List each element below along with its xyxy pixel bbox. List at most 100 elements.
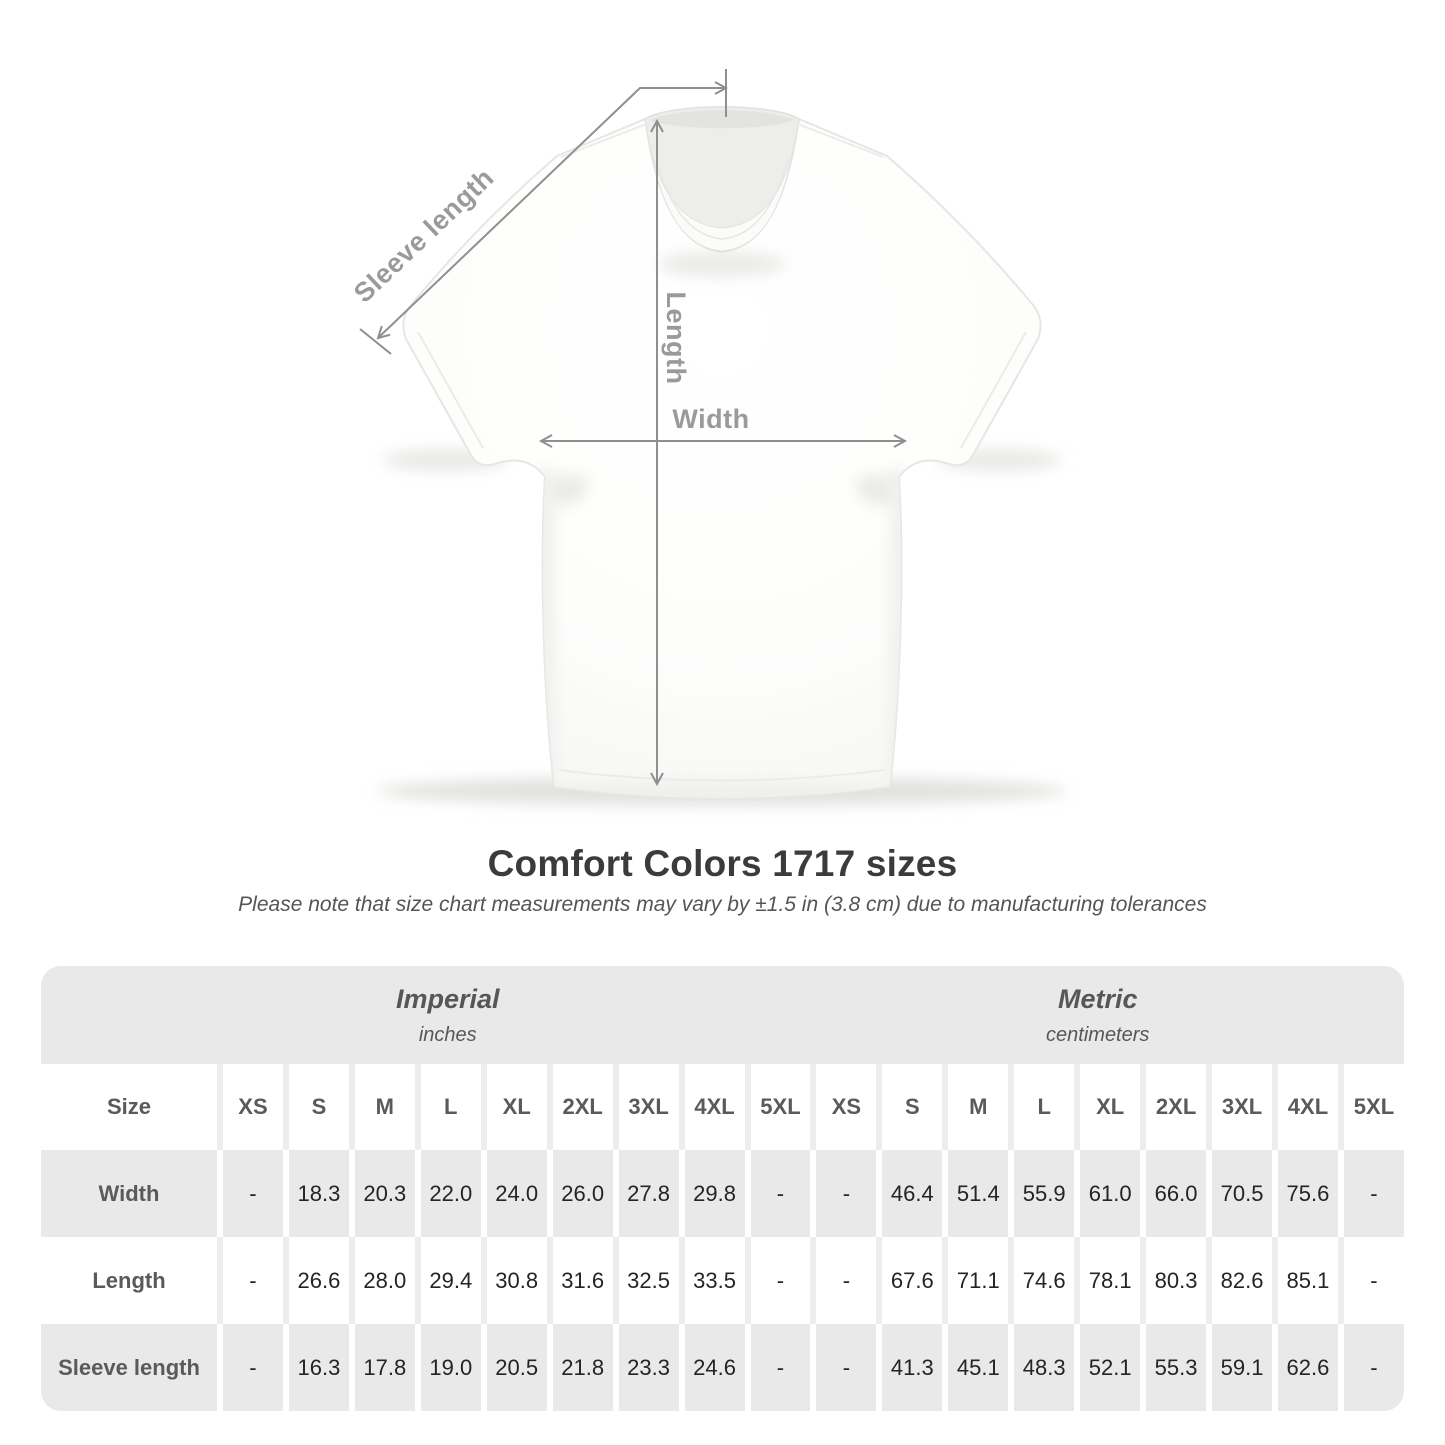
value-cell: 45.1 [942,1324,1009,1411]
size-cell: 4XL [678,1064,745,1150]
size-cell: XL [480,1064,547,1150]
value-cell: 23.3 [612,1324,679,1411]
value-cell: 16.3 [282,1324,349,1411]
size-table: Imperial inches Metric centimeters Size … [41,966,1404,1411]
size-cell: XL [1074,1064,1141,1150]
value-cell: 66.0 [1140,1150,1207,1237]
value-cell: - [1337,1237,1404,1324]
length-label: Length [661,292,691,385]
value-cell: 46.4 [876,1150,943,1237]
value-cell: 24.6 [678,1324,745,1411]
value-cell: 22.0 [414,1150,481,1237]
value-cell: - [744,1237,811,1324]
value-cell: - [217,1150,283,1237]
value-cell: 41.3 [876,1324,943,1411]
unit-header-row: Imperial inches Metric centimeters [41,966,1404,1064]
imperial-unit: inches [418,1023,477,1046]
size-cell: S [876,1064,943,1150]
table-row-width: Width - 18.3 20.3 22.0 24.0 26.0 27.8 29… [41,1150,1404,1237]
size-cell: S [282,1064,349,1150]
size-cell: 4XL [1272,1064,1338,1150]
value-cell: 51.4 [942,1150,1009,1237]
value-cell: - [810,1150,877,1237]
size-cell: L [1008,1064,1075,1150]
value-cell: - [810,1324,877,1411]
size-cell: 5XL [744,1064,811,1150]
value-cell: 55.3 [1140,1324,1207,1411]
page-subtitle: Please note that size chart measurements… [238,893,1207,916]
measurement-lines [359,69,908,787]
size-cell: 2XL [546,1064,613,1150]
tshirt-measurement-diagram: Sleeve length Length Width [348,69,1067,806]
value-cell: 85.1 [1272,1237,1338,1324]
size-column-header: Size [41,1064,217,1150]
value-cell: 26.6 [282,1237,349,1324]
row-label: Width [41,1150,217,1237]
sleeve-length-line [376,81,729,340]
row-label: Length [41,1237,217,1324]
value-cell: 17.8 [348,1324,415,1411]
sleeve-end-tick [359,328,392,355]
tshirt-graphic [402,106,1042,799]
value-cell: 31.6 [546,1237,613,1324]
value-cell: 70.5 [1206,1150,1272,1237]
value-cell: 78.1 [1074,1237,1141,1324]
value-cell: 21.8 [546,1324,613,1411]
value-cell: 20.5 [480,1324,547,1411]
size-cell: M [348,1064,415,1150]
value-cell: 59.1 [1206,1324,1272,1411]
value-cell: 27.8 [612,1150,679,1237]
size-cell: XS [217,1064,283,1150]
size-table-container: Imperial inches Metric centimeters Size … [41,966,1404,1411]
value-cell: 67.6 [876,1237,943,1324]
row-label: Sleeve length [41,1324,217,1411]
value-cell: 52.1 [1074,1324,1141,1411]
value-cell: 28.0 [348,1237,415,1324]
size-cell: XS [810,1064,877,1150]
table-row-length: Length - 26.6 28.0 29.4 30.8 31.6 32.5 3… [41,1237,1404,1324]
value-cell: - [217,1324,283,1411]
value-cell: 71.1 [942,1237,1009,1324]
size-cell: 3XL [612,1064,679,1150]
tshirt-diagram-svg: Sleeve length Length Width [348,69,1067,806]
metric-label: Metric [1057,983,1138,1014]
value-cell: 75.6 [1272,1150,1338,1237]
unit-header-metric: Metric centimeters [810,966,1404,1064]
table-row-sleeve-length: Sleeve length - 16.3 17.8 19.0 20.5 21.8… [41,1324,1404,1411]
value-cell: 33.5 [678,1237,745,1324]
value-cell: - [217,1237,283,1324]
value-cell: - [810,1237,877,1324]
value-cell: - [1337,1150,1404,1237]
value-cell: 48.3 [1008,1324,1075,1411]
value-cell: 30.8 [480,1237,547,1324]
value-cell: - [744,1150,811,1237]
value-cell: - [1337,1324,1404,1411]
width-label: Width [672,404,749,434]
value-cell: 20.3 [348,1150,415,1237]
size-cell: 3XL [1206,1064,1272,1150]
size-cell: 2XL [1140,1064,1207,1150]
value-cell: 19.0 [414,1324,481,1411]
page-title: Comfort Colors 1717 sizes [487,843,958,884]
unit-header-imperial: Imperial inches [41,966,811,1064]
size-cell: M [942,1064,1009,1150]
value-cell: 24.0 [480,1150,547,1237]
value-cell: 26.0 [546,1150,613,1237]
value-cell: 55.9 [1008,1150,1075,1237]
size-header-row: Size XS S M L XL 2XL 3XL 4XL 5XL XS S M … [41,1064,1404,1150]
value-cell: 61.0 [1074,1150,1141,1237]
metric-unit: centimeters [1046,1023,1150,1046]
imperial-label: Imperial [395,983,500,1014]
value-cell: 74.6 [1008,1237,1075,1324]
value-cell: - [744,1324,811,1411]
value-cell: 62.6 [1272,1324,1338,1411]
value-cell: 18.3 [282,1150,349,1237]
size-cell: L [414,1064,481,1150]
value-cell: 32.5 [612,1237,679,1324]
value-cell: 80.3 [1140,1237,1207,1324]
value-cell: 29.4 [414,1237,481,1324]
value-cell: 82.6 [1206,1237,1272,1324]
size-cell: 5XL [1337,1064,1404,1150]
value-cell: 29.8 [678,1150,745,1237]
